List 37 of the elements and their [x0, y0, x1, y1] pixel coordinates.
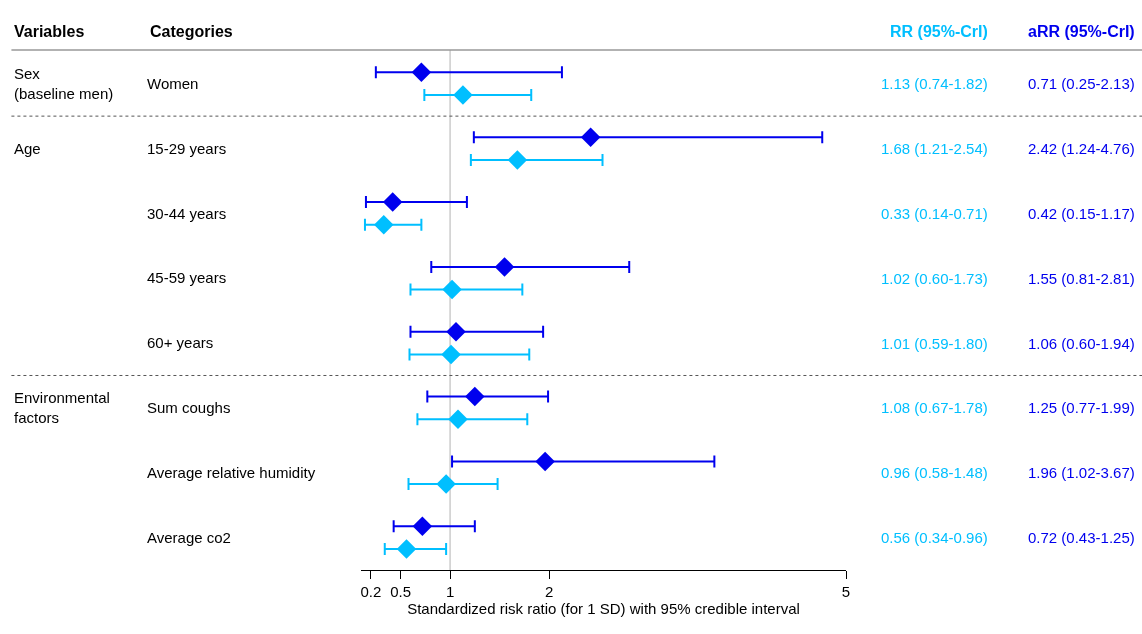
data-label: 2.42 (1.24-4.76): [1028, 140, 1135, 157]
x-tick-label: 5: [841, 583, 851, 600]
data-label: 1.68 (1.21-2.54): [881, 140, 988, 157]
text: Categories: [150, 23, 233, 40]
x-tick-label: 2: [544, 583, 554, 600]
text: Age: [14, 140, 41, 157]
data-label: 0.71 (0.25-2.13): [1028, 75, 1135, 92]
data-label: 0.96 (0.58-1.48): [881, 464, 988, 481]
x-tick-label: 1: [445, 583, 455, 600]
data-label: 1.01 (0.59-1.80): [881, 335, 988, 352]
y-tick-label: Sum coughs: [147, 399, 231, 417]
y-tick-label: 15-29 years: [147, 139, 227, 157]
text: RR (95%-CrI): [890, 23, 988, 40]
data-label: 1.25 (0.77-1.99): [1028, 399, 1135, 416]
data-label: 0.56 (0.34-0.96): [881, 529, 988, 546]
text: Variables: [14, 23, 85, 40]
y-tick-label: Average relative humidity: [147, 463, 316, 481]
y-tick-label: 60+ years: [147, 334, 214, 352]
text: Sex (baseline men): [14, 65, 114, 102]
text: Environmental factors: [14, 389, 110, 426]
data-label: 0.72 (0.43-1.25): [1028, 529, 1135, 546]
y-tick-label: Women: [147, 74, 199, 92]
data-label: 1.55 (0.81-2.81): [1028, 270, 1135, 287]
data-label: 0.33 (0.14-0.71): [881, 205, 988, 222]
data-label: 1.08 (0.67-1.78): [881, 399, 988, 416]
x-tick-label: 0.2: [360, 583, 382, 600]
x-tick-label: 0.5: [390, 583, 412, 600]
y-tick-label: 30-44 years: [147, 204, 227, 222]
text: aRR (95%-CrI): [1028, 23, 1135, 40]
data-label: 1.13 (0.74-1.82): [881, 75, 988, 92]
data-label: 1.96 (1.02-3.67): [1028, 464, 1135, 481]
data-label: 1.02 (0.60-1.73): [881, 270, 988, 287]
y-tick-label: Average co2: [147, 528, 231, 546]
data-label: 0.42 (0.15-1.17): [1028, 205, 1135, 222]
y-tick-label: 45-59 years: [147, 269, 227, 287]
data-label: 1.06 (0.60-1.94): [1028, 335, 1135, 352]
x-axis-title: Standardized risk ratio (for 1 SD) with 95% credible interval: [407, 600, 800, 617]
